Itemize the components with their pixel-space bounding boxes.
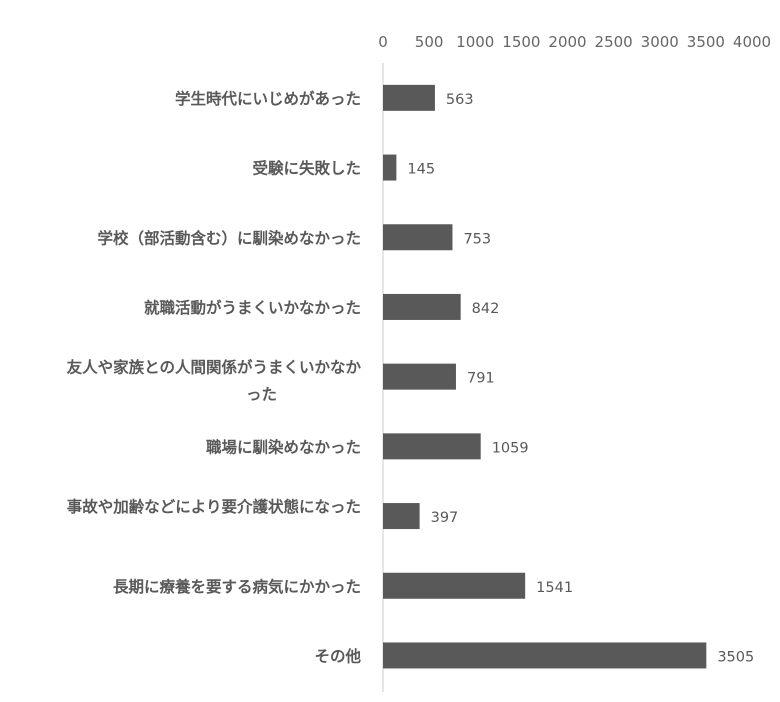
bar	[383, 293, 461, 320]
bar	[383, 642, 707, 669]
bar	[383, 572, 526, 599]
category-label: 受験に失敗した	[252, 159, 361, 178]
data-label: 563	[446, 92, 474, 108]
bar	[383, 224, 453, 251]
x-tick-label: 500	[415, 33, 444, 51]
category-label: 学生時代にいじめがあった	[175, 89, 361, 108]
bar	[383, 433, 481, 460]
category-label: 就職活動がうまくいかなかった	[144, 298, 361, 317]
x-tick-label: 1000	[456, 33, 494, 51]
x-tick-label: 1500	[502, 33, 540, 51]
data-label: 753	[463, 231, 491, 247]
data-label: 1059	[492, 440, 529, 456]
data-label: 791	[467, 371, 495, 387]
bar	[383, 363, 456, 390]
x-tick-label: 2000	[548, 33, 586, 51]
category-label: 学校（部活動含む）に馴染めなかった	[97, 228, 361, 247]
bar	[383, 503, 420, 530]
bar	[383, 154, 397, 181]
x-tick-label: 4000	[733, 33, 771, 51]
x-tick-label: 2500	[595, 33, 633, 51]
x-tick-label: 3000	[641, 33, 679, 51]
category-label: 長期に療養を要する病気にかかった	[113, 577, 361, 596]
data-label: 397	[431, 510, 459, 526]
category-label: 事故や加齢などにより要介護状態になった	[67, 497, 361, 516]
bar	[383, 84, 435, 111]
data-label: 1541	[536, 580, 573, 596]
data-label: 842	[472, 301, 500, 317]
category-label: 友人や家族との人間関係がうまくいかなかった	[67, 358, 362, 404]
data-label: 3505	[717, 649, 754, 665]
category-label: その他	[314, 646, 361, 665]
x-tick-label: 3500	[687, 33, 725, 51]
x-tick-label: 0	[378, 33, 388, 51]
data-label: 145	[407, 162, 435, 178]
category-label: 職場に馴染めなかった	[206, 437, 361, 456]
